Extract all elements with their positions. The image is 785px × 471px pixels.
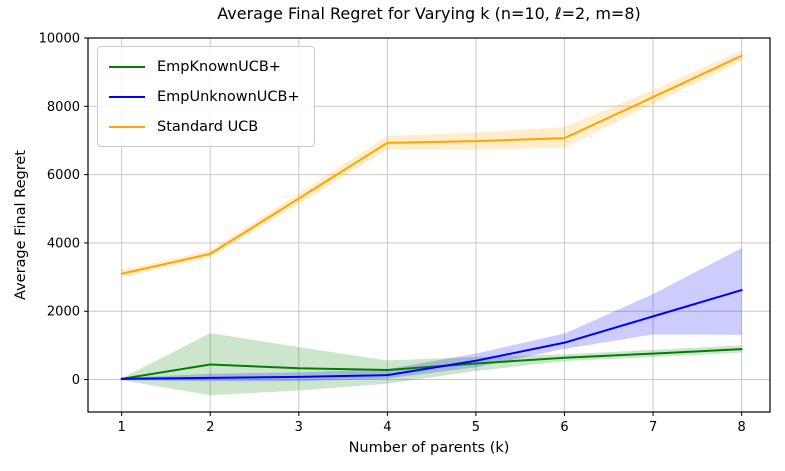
legend-line-swatch-green <box>109 65 145 68</box>
legend-line-swatch-orange <box>109 125 145 128</box>
legend-item-standard-ucb: Standard UCB <box>109 116 300 137</box>
legend-label-empknownucb: EmpKnownUCB+ <box>157 58 281 75</box>
y-tick-label: 8000 <box>47 100 80 115</box>
y-tick-label: 0 <box>72 373 80 388</box>
legend: EmpKnownUCB+ EmpUnknownUCB+ Standard UCB <box>97 46 315 147</box>
x-tick-label: 6 <box>560 420 568 435</box>
y-tick-label: 10000 <box>39 32 80 47</box>
x-tick-label: 5 <box>472 420 480 435</box>
legend-item-empunknownucb: EmpUnknownUCB+ <box>109 86 300 107</box>
x-tick-label: 3 <box>295 420 303 435</box>
legend-label-empunknownucb: EmpUnknownUCB+ <box>157 88 300 105</box>
x-axis-label: Number of parents (k) <box>348 440 510 456</box>
y-tick-label: 4000 <box>47 236 80 251</box>
x-tick-label: 1 <box>118 420 126 435</box>
chart-title: Average Final Regret for Varying k (n=10… <box>217 4 641 23</box>
series-line-standard-ucb <box>120 54 743 275</box>
series-line-empunknownucb- <box>120 289 743 380</box>
y-tick-label: 2000 <box>47 305 80 320</box>
x-tick-label: 2 <box>206 420 214 435</box>
confidence-band-empknownucb- <box>121 333 742 396</box>
x-tick-label: 4 <box>383 420 391 435</box>
x-tick-label: 8 <box>738 420 746 435</box>
series-line-empknownucb- <box>120 348 743 380</box>
legend-line-swatch-blue <box>109 95 145 98</box>
x-tick-label: 7 <box>649 420 657 435</box>
legend-item-empknownucb: EmpKnownUCB+ <box>109 56 300 77</box>
y-tick-label: 6000 <box>47 168 80 183</box>
axes-spines <box>87 37 771 413</box>
confidence-band-empunknownucb- <box>121 248 742 382</box>
legend-label-standard-ucb: Standard UCB <box>157 118 259 135</box>
